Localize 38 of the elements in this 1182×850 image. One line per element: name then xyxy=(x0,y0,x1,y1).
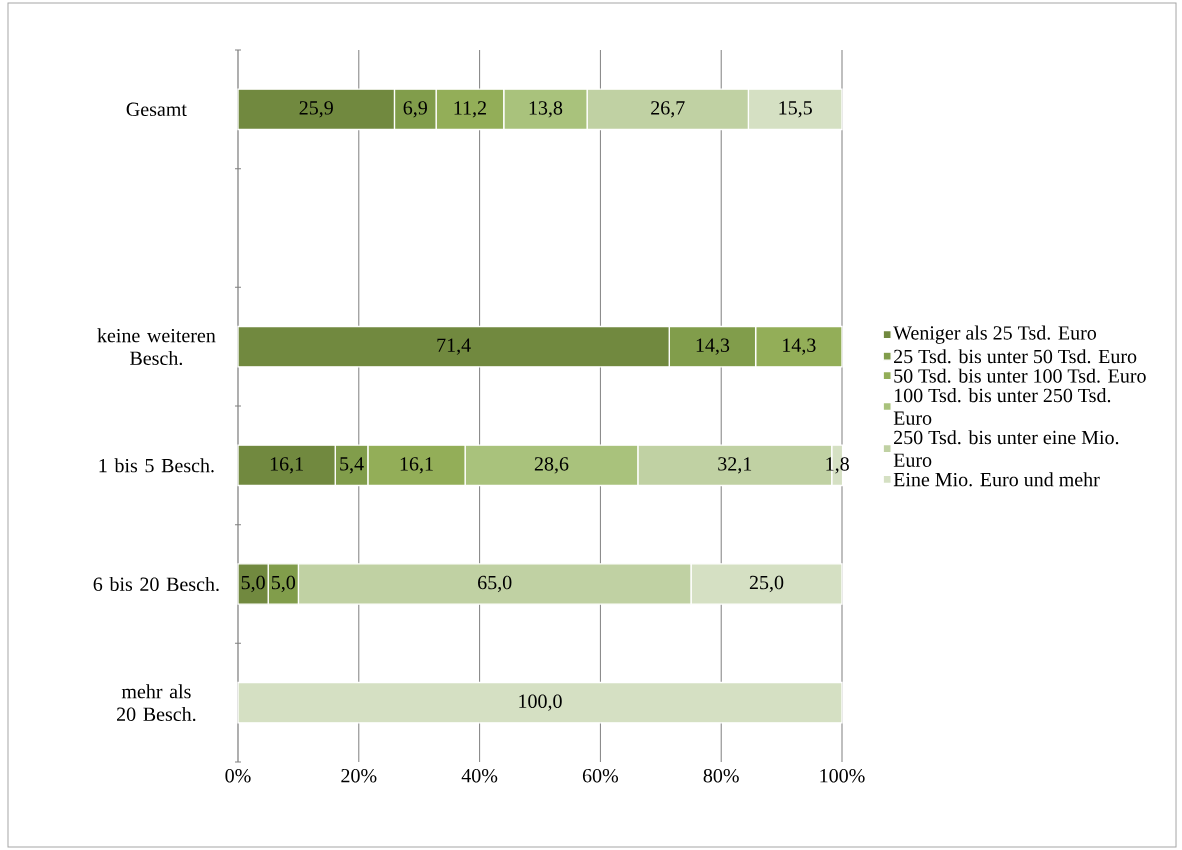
x-tick-label: 20% xyxy=(341,768,377,783)
data-label: 26,7 xyxy=(651,101,685,118)
data-label: 25,0 xyxy=(749,575,784,593)
legend-label: 50 Tsd. bis unter 100 Tsd. Euro xyxy=(894,368,1146,383)
y-tick-label: mehr als 20 Besch. xyxy=(117,684,196,722)
data-label: 14,3 xyxy=(696,338,730,355)
data-label: 6,9 xyxy=(403,101,427,118)
data-label: 71,4 xyxy=(437,338,471,355)
y-tick-label: keine weiteren Besch. xyxy=(97,328,216,366)
y-tick-label: 1 bis 5 Besch. xyxy=(99,458,214,473)
data-label: 65,0 xyxy=(478,575,512,593)
legend-label: Weniger als 25 Tsd. Euro xyxy=(893,325,1097,344)
x-tick-label: 100% xyxy=(820,768,865,783)
legend-label: 100 Tsd. bis unter 250 Tsd. Euro xyxy=(893,388,1111,425)
data-label: 11,2 xyxy=(454,101,486,118)
data-label: 5,0 xyxy=(241,575,265,593)
data-label: 25,9 xyxy=(299,101,333,118)
legend-label: Eine Mio. Euro und mehr xyxy=(893,472,1100,487)
y-tick-label: 6 bis 20 Besch. xyxy=(93,576,219,592)
data-label: 16,1 xyxy=(270,457,303,474)
bar xyxy=(237,681,843,724)
data-label: 5,0 xyxy=(271,575,296,593)
data-label: 32,1 xyxy=(718,457,752,474)
data-label: 28,6 xyxy=(534,457,569,474)
legend-label: 250 Tsd. bis unter eine Mio. Euro xyxy=(893,430,1119,467)
x-tick-label: 0% xyxy=(225,768,251,783)
data-label: 16,1 xyxy=(400,457,433,474)
y-tick-label: Gesamt xyxy=(126,102,187,117)
data-label: 14,3 xyxy=(783,338,816,355)
x-tick-label: 40% xyxy=(461,768,498,783)
legend-label: 25 Tsd. bis unter 50 Tsd. Euro xyxy=(894,349,1137,364)
data-label: 100,0 xyxy=(519,694,562,711)
data-label: 15,5 xyxy=(779,101,812,118)
x-tick-label: 80% xyxy=(703,768,739,783)
x-tick-label: 60% xyxy=(582,768,619,783)
data-label: 1,8 xyxy=(826,457,849,474)
data-label: 13,8 xyxy=(529,101,563,118)
data-label: 5,4 xyxy=(340,457,364,474)
